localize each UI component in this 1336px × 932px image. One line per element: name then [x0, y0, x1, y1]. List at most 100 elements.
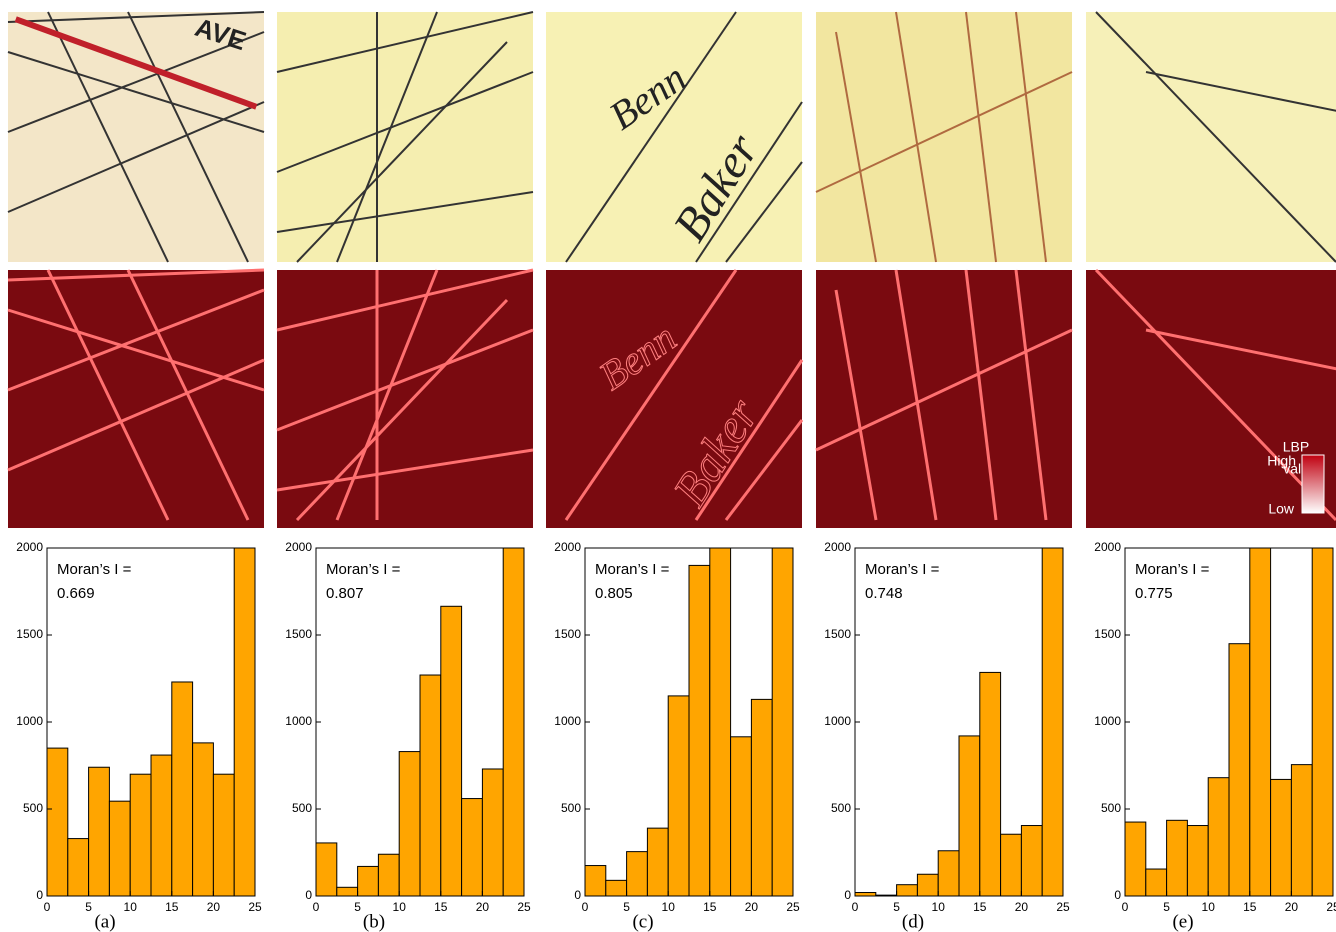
- x-tick-label: 10: [124, 900, 138, 914]
- bar: [855, 893, 876, 896]
- bar: [47, 748, 68, 896]
- bar: [689, 565, 710, 896]
- legend-low: Low: [1268, 501, 1295, 517]
- annotation-value: 0.775: [1135, 585, 1173, 602]
- x-tick-label: 5: [1163, 900, 1170, 914]
- bar: [1146, 869, 1167, 896]
- bar: [1291, 765, 1312, 896]
- x-tick-label: 5: [623, 900, 630, 914]
- bar: [772, 548, 793, 896]
- annotation: Moran’s I =: [865, 561, 940, 578]
- bar: [316, 843, 337, 896]
- x-tick-label: 25: [1056, 900, 1070, 914]
- bar: [441, 606, 462, 896]
- bar: [751, 699, 772, 896]
- bar: [1042, 548, 1063, 896]
- y-tick-label: 500: [23, 801, 43, 815]
- y-tick-label: 1000: [824, 714, 851, 728]
- bar: [68, 839, 89, 896]
- y-tick-label: 500: [1101, 801, 1121, 815]
- bar: [130, 774, 151, 896]
- bar: [1208, 778, 1229, 896]
- x-tick-label: 25: [1326, 900, 1336, 914]
- y-tick-label: 0: [574, 888, 581, 902]
- legend-scale: [1302, 455, 1324, 513]
- bar: [482, 769, 503, 896]
- caption: (d): [902, 911, 924, 932]
- map-tile: [277, 12, 533, 262]
- bar: [1250, 548, 1271, 896]
- x-tick-label: 10: [932, 900, 946, 914]
- annotation: Moran’s I =: [1135, 561, 1210, 578]
- caption: (a): [94, 911, 115, 932]
- y-tick-label: 2000: [16, 540, 43, 554]
- lbp-tile: [8, 270, 264, 528]
- y-tick-label: 1500: [554, 627, 581, 641]
- map-tile: [1086, 12, 1336, 262]
- lbp-tile: [1086, 270, 1336, 528]
- y-tick-label: 500: [292, 801, 312, 815]
- bar: [980, 672, 1001, 896]
- x-tick-label: 15: [165, 900, 179, 914]
- y-tick-label: 500: [831, 801, 851, 815]
- x-tick-label: 15: [434, 900, 448, 914]
- x-tick-label: 5: [893, 900, 900, 914]
- y-tick-label: 1000: [554, 714, 581, 728]
- bar: [462, 799, 483, 896]
- bar: [109, 801, 130, 896]
- x-tick-label: 20: [476, 900, 490, 914]
- caption: (c): [632, 911, 653, 932]
- bar: [897, 885, 918, 896]
- bar: [420, 675, 441, 896]
- y-tick-label: 2000: [554, 540, 581, 554]
- bar: [172, 682, 193, 896]
- y-tick-label: 0: [1114, 888, 1121, 902]
- x-tick-label: 5: [354, 900, 361, 914]
- lbp-tile: [277, 270, 533, 528]
- bar: [959, 736, 980, 896]
- bar: [1125, 822, 1146, 896]
- y-tick-label: 0: [36, 888, 43, 902]
- bar: [193, 743, 214, 896]
- y-tick-label: 2000: [824, 540, 851, 554]
- bar: [1001, 834, 1022, 896]
- x-tick-label: 15: [1243, 900, 1257, 914]
- x-tick-label: 20: [1015, 900, 1029, 914]
- caption: (e): [1172, 911, 1193, 932]
- y-tick-label: 2000: [1094, 540, 1121, 554]
- y-tick-label: 500: [561, 801, 581, 815]
- annotation-value: 0.807: [326, 585, 364, 602]
- bar: [938, 851, 959, 896]
- annotation-value: 0.669: [57, 585, 95, 602]
- bar: [1167, 820, 1188, 896]
- bar: [89, 767, 110, 896]
- x-tick-label: 15: [973, 900, 987, 914]
- y-tick-label: 0: [844, 888, 851, 902]
- bar: [151, 755, 172, 896]
- bar: [668, 696, 689, 896]
- bar: [917, 874, 938, 896]
- x-tick-label: 25: [517, 900, 531, 914]
- bar: [710, 548, 731, 896]
- annotation-value: 0.748: [865, 585, 903, 602]
- x-tick-label: 10: [393, 900, 407, 914]
- caption: (b): [363, 911, 385, 932]
- bar: [503, 548, 524, 896]
- x-tick-label: 15: [703, 900, 717, 914]
- x-tick-label: 0: [44, 900, 51, 914]
- x-tick-label: 25: [786, 900, 800, 914]
- annotation: Moran’s I =: [57, 561, 132, 578]
- y-tick-label: 1500: [1094, 627, 1121, 641]
- annotation-value: 0.805: [595, 585, 633, 602]
- bar: [647, 828, 668, 896]
- bar: [606, 880, 627, 896]
- figure: AVEBennBakerBennBakerLBPvalueHighLow0500…: [0, 0, 1336, 932]
- annotation: Moran’s I =: [326, 561, 401, 578]
- bar: [378, 854, 399, 896]
- x-tick-label: 20: [745, 900, 759, 914]
- y-tick-label: 1000: [285, 714, 312, 728]
- bar: [731, 737, 752, 896]
- bar: [358, 866, 379, 896]
- bar: [337, 887, 358, 896]
- y-tick-label: 2000: [285, 540, 312, 554]
